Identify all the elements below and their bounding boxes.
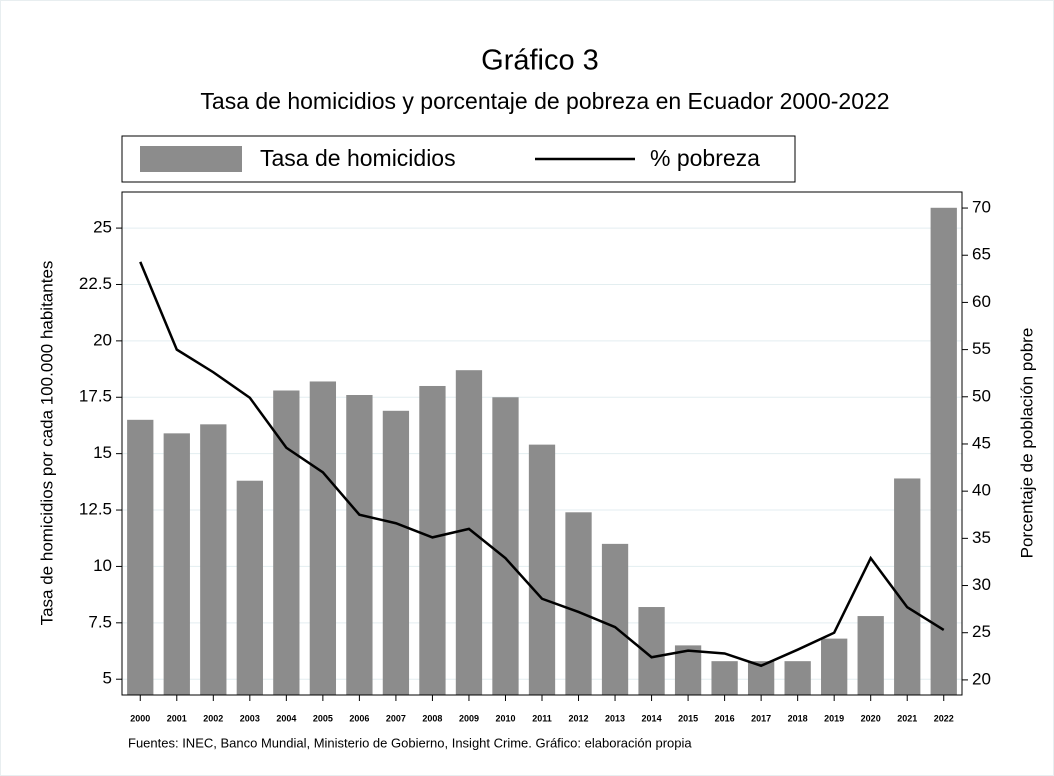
y2-tick-label: 50: [972, 386, 991, 405]
y2-tick-label: 45: [972, 433, 991, 452]
x-tick-label: 2002: [203, 713, 223, 723]
y2-tick-label: 30: [972, 575, 991, 594]
bar: [492, 397, 519, 695]
y2-tick-label: 65: [972, 245, 991, 264]
bar: [711, 661, 738, 695]
y-tick-label: 5: [103, 669, 112, 688]
x-tick-label: 2016: [715, 713, 735, 723]
x-tick-label: 2010: [495, 713, 515, 723]
y2-tick-label: 25: [972, 622, 991, 641]
legend-swatch: [140, 146, 242, 172]
bar: [894, 478, 921, 695]
line: [139, 261, 945, 668]
bar: [419, 385, 446, 695]
legend-label: Tasa de homicidios: [260, 145, 456, 171]
y-tick-label: 10: [93, 556, 112, 575]
x-tick-label: 2015: [678, 713, 698, 723]
x-tick-label: 2001: [167, 713, 187, 723]
bar: [273, 390, 300, 695]
bar: [930, 207, 957, 695]
bar: [601, 543, 629, 695]
y-tick-label: 15: [93, 443, 112, 462]
bar: [455, 370, 483, 695]
x-tick-label: 2022: [934, 713, 954, 723]
chart-subtitle: Tasa de homicidios y porcentaje de pobre…: [200, 88, 889, 114]
y2-tick-label: 40: [972, 481, 991, 500]
x-tick-label: 2014: [642, 713, 662, 723]
bar: [565, 512, 592, 695]
bar: [309, 381, 337, 695]
y-axis-label: Tasa de homicidios por cada 100.000 habi…: [37, 261, 56, 626]
x-tick-label: 2007: [386, 713, 406, 723]
x-tick-label: 2017: [751, 713, 771, 723]
bar: [528, 444, 556, 695]
bar: [236, 480, 263, 695]
x-tick-label: 2003: [240, 713, 260, 723]
y2-tick-label: 20: [972, 669, 991, 688]
bar: [784, 661, 811, 695]
y-tick-label: 25: [93, 218, 112, 237]
x-tick-label: 2009: [459, 713, 479, 723]
y2-tick-label: 55: [972, 339, 991, 358]
x-tick-label: 2005: [313, 713, 333, 723]
x-tick-label: 2000: [130, 713, 150, 723]
x-tick-label: 2012: [569, 713, 589, 723]
y2-tick-label: 60: [972, 292, 991, 311]
y-tick-label: 12.5: [79, 500, 112, 519]
chart-title: Gráfico 3: [481, 45, 599, 77]
bar: [382, 410, 410, 695]
x-tick-label: 2013: [605, 713, 625, 723]
x-tick-label: 2006: [349, 713, 369, 723]
x-tick-label: 2004: [276, 713, 296, 723]
x-tick-label: 2020: [861, 713, 881, 723]
bar: [163, 433, 190, 695]
bar: [346, 395, 373, 695]
x-tick-label: 2011: [532, 713, 552, 723]
x-tick-label: 2021: [897, 713, 917, 723]
y2-axis-label: Porcentaje de población pobre: [1017, 328, 1036, 559]
x-tick-label: 2008: [422, 713, 442, 723]
y-tick-label: 17.5: [79, 387, 112, 406]
y-tick-label: 20: [93, 330, 112, 349]
y2-tick-label: 35: [972, 528, 991, 547]
bar: [127, 419, 154, 695]
bar: [674, 645, 702, 695]
x-tick-label: 2018: [788, 713, 808, 723]
bar: [200, 424, 227, 695]
source-note: Fuentes: INEC, Banco Mundial, Ministerio…: [128, 735, 692, 750]
x-tick-label: 2019: [824, 713, 844, 723]
y-tick-label: 22.5: [79, 274, 112, 293]
legend-label: % pobreza: [650, 145, 760, 171]
bar: [821, 638, 848, 695]
y2-tick-label: 70: [972, 198, 991, 217]
bar: [857, 616, 884, 695]
y-tick-label: 7.5: [88, 612, 112, 631]
